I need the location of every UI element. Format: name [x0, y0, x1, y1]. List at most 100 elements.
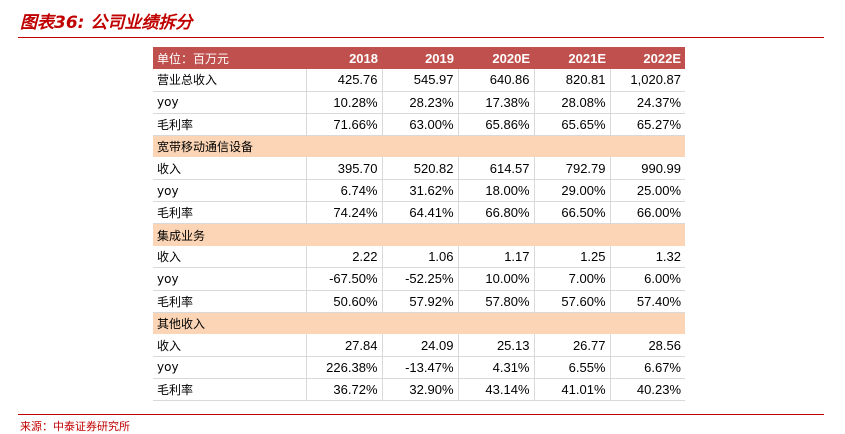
table-cell: 66.80%: [457, 201, 534, 225]
row-label: yoy: [153, 91, 306, 114]
column-header: 2018: [306, 47, 382, 70]
table-cell: 28.23%: [381, 91, 458, 114]
row-label: 收入: [153, 157, 306, 181]
column-header: 2022E: [610, 47, 685, 70]
section-row: 集成业务: [153, 223, 685, 246]
table-cell: 50.60%: [305, 290, 382, 313]
table-cell: 74.24%: [305, 201, 382, 225]
section-row: 宽带移动通信设备: [153, 135, 685, 158]
table-row: 毛利率 50.60% 57.92% 57.80% 57.60% 57.40%: [153, 290, 685, 313]
table-cell: 27.84: [305, 334, 382, 357]
financial-table: 单位：百万元 2018 2019 2020E 2021E 2022E 营业总收入 425.76…: [153, 47, 685, 402]
table-cell: 24.09: [381, 334, 458, 357]
unit-label: 单位：百万元: [153, 47, 306, 70]
table-cell: 792.79: [533, 157, 610, 181]
table-cell: 57.80%: [457, 290, 534, 313]
table-cell: 24.37%: [609, 91, 685, 114]
table-cell: 6.00%: [609, 267, 685, 291]
row-label: 收入: [153, 334, 306, 357]
table-cell: 1,020.87: [609, 69, 685, 92]
section-label: 其他收入: [153, 312, 685, 335]
table-cell: 2.22: [305, 245, 382, 269]
section-row: 其他收入: [153, 312, 685, 335]
table-cell: 1.06: [381, 245, 458, 269]
table-cell: -52.25%: [381, 267, 458, 291]
table-cell: 65.86%: [457, 113, 534, 136]
table-cell: 640.86: [457, 69, 534, 92]
column-header: 2021E: [534, 47, 610, 70]
row-label: 营业总收入: [153, 69, 306, 92]
table-cell: 425.76: [305, 69, 382, 92]
column-header: 2019: [382, 47, 458, 70]
table-row: 收入 395.70 520.82 614.57 792.79 990.99: [153, 157, 685, 181]
table-cell: 57.92%: [381, 290, 458, 313]
table-cell: 43.14%: [457, 378, 534, 402]
table-cell: 614.57: [457, 157, 534, 181]
section-label: 宽带移动通信设备: [153, 135, 685, 158]
table-row: 收入 2.22 1.06 1.17 1.25 1.32: [153, 245, 685, 269]
table-cell: 71.66%: [305, 113, 382, 136]
row-label: 毛利率: [153, 378, 306, 402]
table-cell: 990.99: [609, 157, 685, 181]
row-label: yoy: [153, 267, 306, 291]
table-row: 营业总收入 425.76 545.97 640.86 820.81 1,020.87: [153, 69, 685, 92]
table-row: yoy 10.28% 28.23% 17.38% 28.08% 24.37%: [153, 91, 685, 114]
table-cell: 6.74%: [305, 179, 382, 203]
row-label: 毛利率: [153, 290, 306, 313]
table-cell: 40.23%: [609, 378, 685, 402]
row-label: 收入: [153, 245, 306, 269]
table-cell: 395.70: [305, 157, 382, 181]
table-cell: -67.50%: [305, 267, 382, 291]
table-row: yoy -67.50% -52.25% 10.00% 7.00% 6.00%: [153, 267, 685, 291]
figure-title: 图表36: 公司业绩拆分: [20, 13, 193, 33]
table-cell: 66.00%: [609, 201, 685, 225]
table-cell: 66.50%: [533, 201, 610, 225]
table-cell: 6.55%: [533, 356, 610, 379]
table-cell: 6.67%: [609, 356, 685, 379]
section-label: 集成业务: [153, 223, 685, 246]
row-label: 毛利率: [153, 113, 306, 136]
table-cell: 17.38%: [457, 91, 534, 114]
table-cell: 26.77: [533, 334, 610, 357]
table-cell: 32.90%: [381, 378, 458, 402]
table-row: 收入 27.84 24.09 25.13 26.77 28.56: [153, 334, 685, 357]
table-cell: -13.47%: [381, 356, 458, 379]
title-rule: [18, 37, 824, 38]
table-cell: 18.00%: [457, 179, 534, 203]
table-cell: 65.27%: [609, 113, 685, 136]
footer-rule: [18, 414, 824, 415]
table-row: yoy 6.74% 31.62% 18.00% 29.00% 25.00%: [153, 179, 685, 203]
table-cell: 57.40%: [609, 290, 685, 313]
table-row: 毛利率 71.66% 63.00% 65.86% 65.65% 65.27%: [153, 113, 685, 136]
table-cell: 36.72%: [305, 378, 382, 402]
table-cell: 226.38%: [305, 356, 382, 379]
table-cell: 545.97: [381, 69, 458, 92]
table-cell: 28.56: [609, 334, 685, 357]
table-cell: 520.82: [381, 157, 458, 181]
table-cell: 63.00%: [381, 113, 458, 136]
table-cell: 10.00%: [457, 267, 534, 291]
table-row: 毛利率 36.72% 32.90% 43.14% 41.01% 40.23%: [153, 378, 685, 402]
table-cell: 4.31%: [457, 356, 534, 379]
row-label: yoy: [153, 356, 306, 379]
row-label: yoy: [153, 179, 306, 203]
table-cell: 1.25: [533, 245, 610, 269]
table-cell: 7.00%: [533, 267, 610, 291]
table-cell: 1.17: [457, 245, 534, 269]
row-label: 毛利率: [153, 201, 306, 225]
table-header-row: 单位：百万元 2018 2019 2020E 2021E 2022E: [153, 47, 685, 70]
table-cell: 10.28%: [305, 91, 382, 114]
table-row: 毛利率 74.24% 64.41% 66.80% 66.50% 66.00%: [153, 201, 685, 225]
table-cell: 57.60%: [533, 290, 610, 313]
table-cell: 25.00%: [609, 179, 685, 203]
table-row: yoy 226.38% -13.47% 4.31% 6.55% 6.67%: [153, 356, 685, 379]
table-cell: 31.62%: [381, 179, 458, 203]
table-cell: 29.00%: [533, 179, 610, 203]
source-note: 来源：中泰证券研究所: [20, 420, 130, 433]
table-cell: 820.81: [533, 69, 610, 92]
table-cell: 64.41%: [381, 201, 458, 225]
table-cell: 1.32: [609, 245, 685, 269]
table-cell: 65.65%: [533, 113, 610, 136]
table-cell: 28.08%: [533, 91, 610, 114]
table-cell: 25.13: [457, 334, 534, 357]
